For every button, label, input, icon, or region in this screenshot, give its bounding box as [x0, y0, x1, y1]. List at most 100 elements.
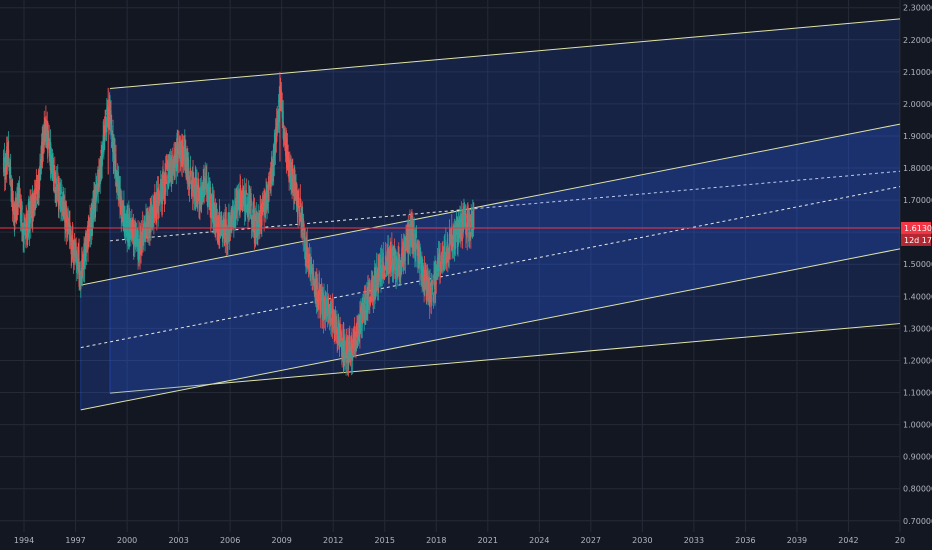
- candle-body: [275, 127, 277, 145]
- time-tick-label: 20: [895, 536, 905, 545]
- time-axis[interactable]: 1994 1997 2000 2003 2006 2009 2012 2015 2018 2021…: [14, 536, 905, 545]
- time-tick-label: 2033: [684, 536, 704, 545]
- candle-body: [364, 297, 366, 321]
- candle-body: [465, 216, 467, 218]
- candle-body: [294, 177, 296, 184]
- candle-body: [59, 201, 61, 207]
- candle-body: [356, 346, 358, 348]
- candle-body: [112, 138, 114, 149]
- candle-body: [165, 186, 167, 193]
- current-price-value: 1.61307: [904, 224, 932, 233]
- candle-body: [292, 175, 294, 178]
- candle-body: [31, 207, 33, 217]
- time-tick-label: 2009: [271, 536, 291, 545]
- time-tick-label: 2030: [632, 536, 652, 545]
- price-tick-label: 2.20000: [903, 36, 932, 45]
- candle-body: [317, 282, 319, 285]
- candlestick-series: [2, 71, 475, 377]
- candle-body: [21, 205, 23, 210]
- candle-body: [61, 196, 63, 212]
- candle-body: [54, 190, 56, 193]
- candle-body: [75, 242, 77, 251]
- candle-body: [16, 204, 18, 211]
- candle-body: [335, 320, 337, 331]
- candle-body: [431, 279, 433, 282]
- candle-body: [3, 157, 5, 164]
- candle-body: [357, 321, 359, 335]
- candle-body: [153, 200, 155, 206]
- candle-body: [350, 335, 352, 347]
- candle-body: [56, 187, 58, 191]
- candle-body: [388, 272, 390, 273]
- candle-body: [413, 228, 415, 231]
- candle-body: [197, 202, 199, 205]
- candle-body: [214, 210, 216, 230]
- candle-body: [429, 300, 431, 308]
- candle-body: [82, 264, 84, 271]
- candle-body: [311, 263, 313, 264]
- price-tick-label: 1.30000: [903, 324, 932, 333]
- candle-body: [355, 324, 357, 335]
- candle-body: [421, 262, 423, 265]
- candle-body: [362, 310, 364, 323]
- candle-body: [280, 87, 282, 109]
- candle-body: [133, 224, 135, 228]
- candle-body: [167, 181, 169, 187]
- candle-body: [258, 223, 260, 229]
- candle-body: [266, 190, 268, 199]
- candle-body: [330, 322, 332, 324]
- candle-body: [71, 248, 73, 256]
- candle-body: [171, 163, 173, 176]
- candle-body: [221, 221, 223, 223]
- candle-body: [333, 326, 335, 330]
- candle-body: [101, 164, 103, 174]
- candle-body: [209, 188, 211, 204]
- candle-body: [366, 287, 368, 299]
- candle-body: [318, 283, 320, 292]
- candle-body: [110, 117, 112, 136]
- candle-body: [393, 257, 395, 271]
- candle-body: [155, 192, 157, 204]
- candle-body: [63, 195, 65, 219]
- candle-body: [157, 187, 159, 206]
- candle-body: [316, 304, 318, 307]
- candle-body: [419, 267, 421, 274]
- candle-body: [274, 136, 276, 147]
- candle-body: [401, 248, 403, 255]
- candle-body: [422, 269, 424, 274]
- candle-body: [46, 125, 48, 137]
- candle-body: [47, 132, 49, 154]
- candle-body: [374, 270, 376, 297]
- channel-mid-line: [109, 170, 901, 242]
- candle-body: [249, 199, 251, 208]
- candle-body: [289, 175, 291, 189]
- candle-body: [204, 191, 206, 193]
- candle-body: [349, 336, 351, 351]
- candle-body: [426, 274, 428, 281]
- candle-body: [131, 218, 133, 234]
- candle-body: [50, 144, 52, 168]
- candle-body: [470, 214, 472, 222]
- candle-body: [383, 271, 385, 278]
- candle-body: [336, 316, 338, 318]
- candle-body: [63, 196, 65, 198]
- candle-body: [392, 263, 394, 275]
- candle-body: [57, 184, 59, 192]
- candle-body: [358, 321, 360, 330]
- candle-body: [257, 231, 259, 236]
- candle-body: [40, 165, 42, 180]
- candle-body: [10, 186, 12, 191]
- candle-body: [60, 206, 62, 209]
- candle-body: [76, 250, 78, 255]
- candle-body: [74, 248, 76, 264]
- candle-body: [285, 143, 287, 156]
- candle-body: [380, 259, 382, 266]
- candle-body: [44, 127, 46, 141]
- candle-body: [320, 288, 322, 315]
- candle-body: [352, 356, 354, 361]
- candle-body: [75, 240, 77, 242]
